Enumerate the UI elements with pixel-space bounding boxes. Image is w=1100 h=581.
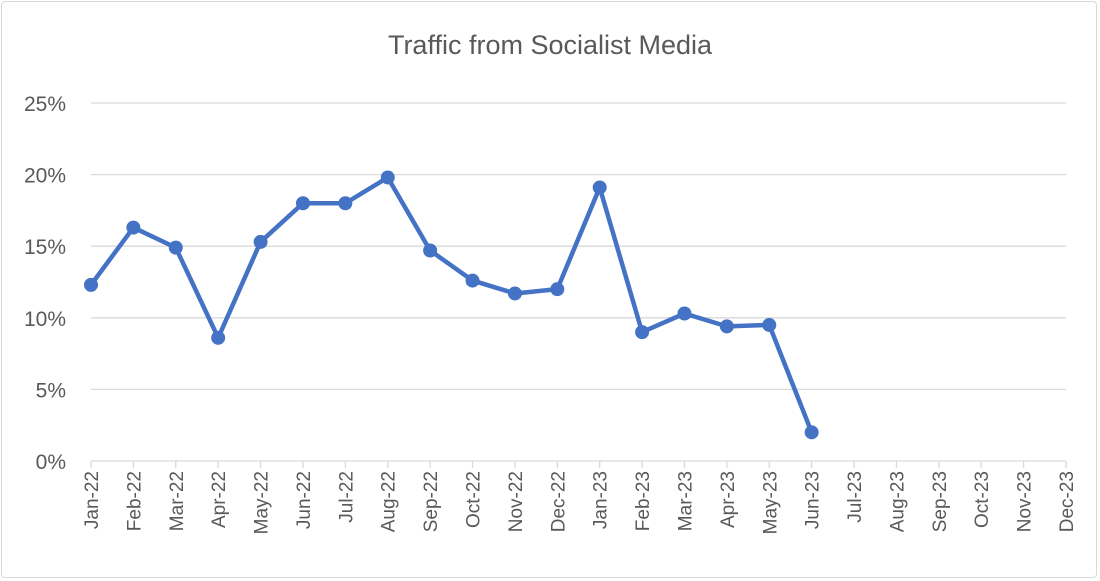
data-point-jan-22 — [84, 277, 98, 292]
data-point-oct-22 — [465, 273, 480, 288]
x-tick-label: Nov-23 — [1015, 471, 1036, 532]
x-tick-label: Jul-23 — [845, 471, 866, 523]
x-tick-label: May-23 — [760, 471, 781, 534]
y-tick-label: 0% — [36, 451, 66, 474]
y-tick-label: 15% — [24, 236, 66, 259]
data-point-mar-23 — [677, 306, 692, 321]
data-point-sep-22 — [423, 243, 438, 258]
data-point-apr-22 — [211, 330, 226, 345]
x-tick-label: Aug-23 — [887, 471, 908, 532]
x-tick-label: Sep-23 — [930, 471, 951, 532]
data-point-apr-23 — [719, 319, 734, 334]
data-point-may-23 — [762, 317, 777, 332]
x-tick-label: Nov-22 — [506, 471, 527, 532]
data-point-aug-22 — [380, 170, 395, 185]
x-tick-label: Mar-23 — [675, 471, 696, 531]
x-tick-label: Feb-22 — [124, 471, 145, 531]
x-tick-label: Dec-22 — [548, 471, 569, 532]
x-tick-label: Jan-22 — [82, 471, 103, 529]
x-tick-label: Oct-23 — [972, 471, 993, 528]
chart-title: Traffic from Socialist Media — [388, 30, 713, 60]
x-tick-label: Mar-22 — [167, 471, 188, 531]
data-point-mar-22 — [168, 240, 183, 255]
x-tick-label: Jan-23 — [591, 471, 612, 529]
x-tick-label: Jun-23 — [803, 471, 824, 529]
x-tick-label: Feb-23 — [633, 471, 654, 531]
data-point-may-22 — [253, 234, 268, 249]
data-point-jun-23 — [804, 425, 819, 440]
x-tick-label: Sep-22 — [421, 471, 442, 532]
x-tick-label: Dec-23 — [1057, 471, 1078, 532]
data-point-dec-22 — [550, 282, 565, 297]
data-point-jan-23 — [592, 180, 607, 195]
x-tick-label: Apr-22 — [209, 471, 230, 528]
data-point-feb-23 — [635, 325, 650, 340]
data-point-feb-22 — [126, 220, 141, 235]
y-tick-label: 10% — [24, 308, 66, 331]
x-tick-label: Oct-22 — [464, 471, 485, 528]
y-tick-label: 5% — [36, 379, 66, 402]
series-line — [89, 175, 814, 434]
x-tick-label: Apr-23 — [718, 471, 739, 528]
x-tick-label: May-22 — [252, 471, 273, 534]
x-tick-label: Jun-22 — [294, 471, 315, 529]
x-tick-label: Aug-22 — [379, 471, 400, 532]
y-tick-label: 25% — [24, 93, 66, 116]
data-point-jul-22 — [338, 196, 353, 211]
x-tick-label: Jul-22 — [336, 471, 357, 523]
y-tick-label: 20% — [24, 165, 66, 188]
data-point-jun-22 — [295, 196, 310, 211]
data-point-nov-22 — [507, 286, 522, 301]
